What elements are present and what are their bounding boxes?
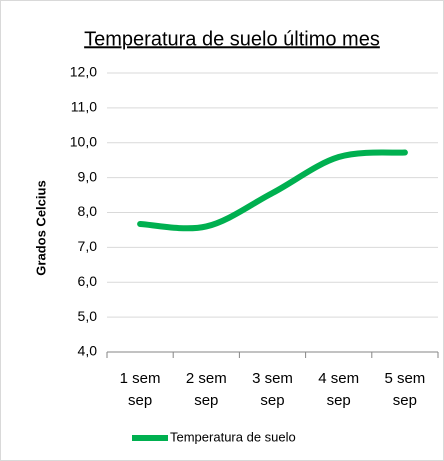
legend-label: Temperatura de suelo [170,429,296,444]
y-tick-label: 11,0 [71,99,97,115]
y-tick-label: 8,0 [78,203,98,219]
y-tick-label: 5,0 [78,308,98,324]
y-tick-label: 12,0 [70,64,97,80]
y-tick-label: 4,0 [78,343,98,359]
y-tick-label: 7,0 [78,238,98,254]
x-tick-label: 5 sem sep [384,370,426,409]
y-axis-label: Grados Celcius [33,180,48,275]
x-tick-label: 4 sem sep [318,370,360,409]
data-line [137,149,408,232]
x-tick-label: 2 sem sep [185,370,227,409]
y-tick-label: 6,0 [78,273,98,289]
x-tick-label: 3 sem sep [252,370,293,409]
x-tick-label: 1 sem sep [119,370,161,409]
y-tick-label: 10,0 [70,133,97,149]
y-tick-label: 9,0 [78,168,98,184]
chart-title: Temperatura de suelo último mes [84,28,380,50]
